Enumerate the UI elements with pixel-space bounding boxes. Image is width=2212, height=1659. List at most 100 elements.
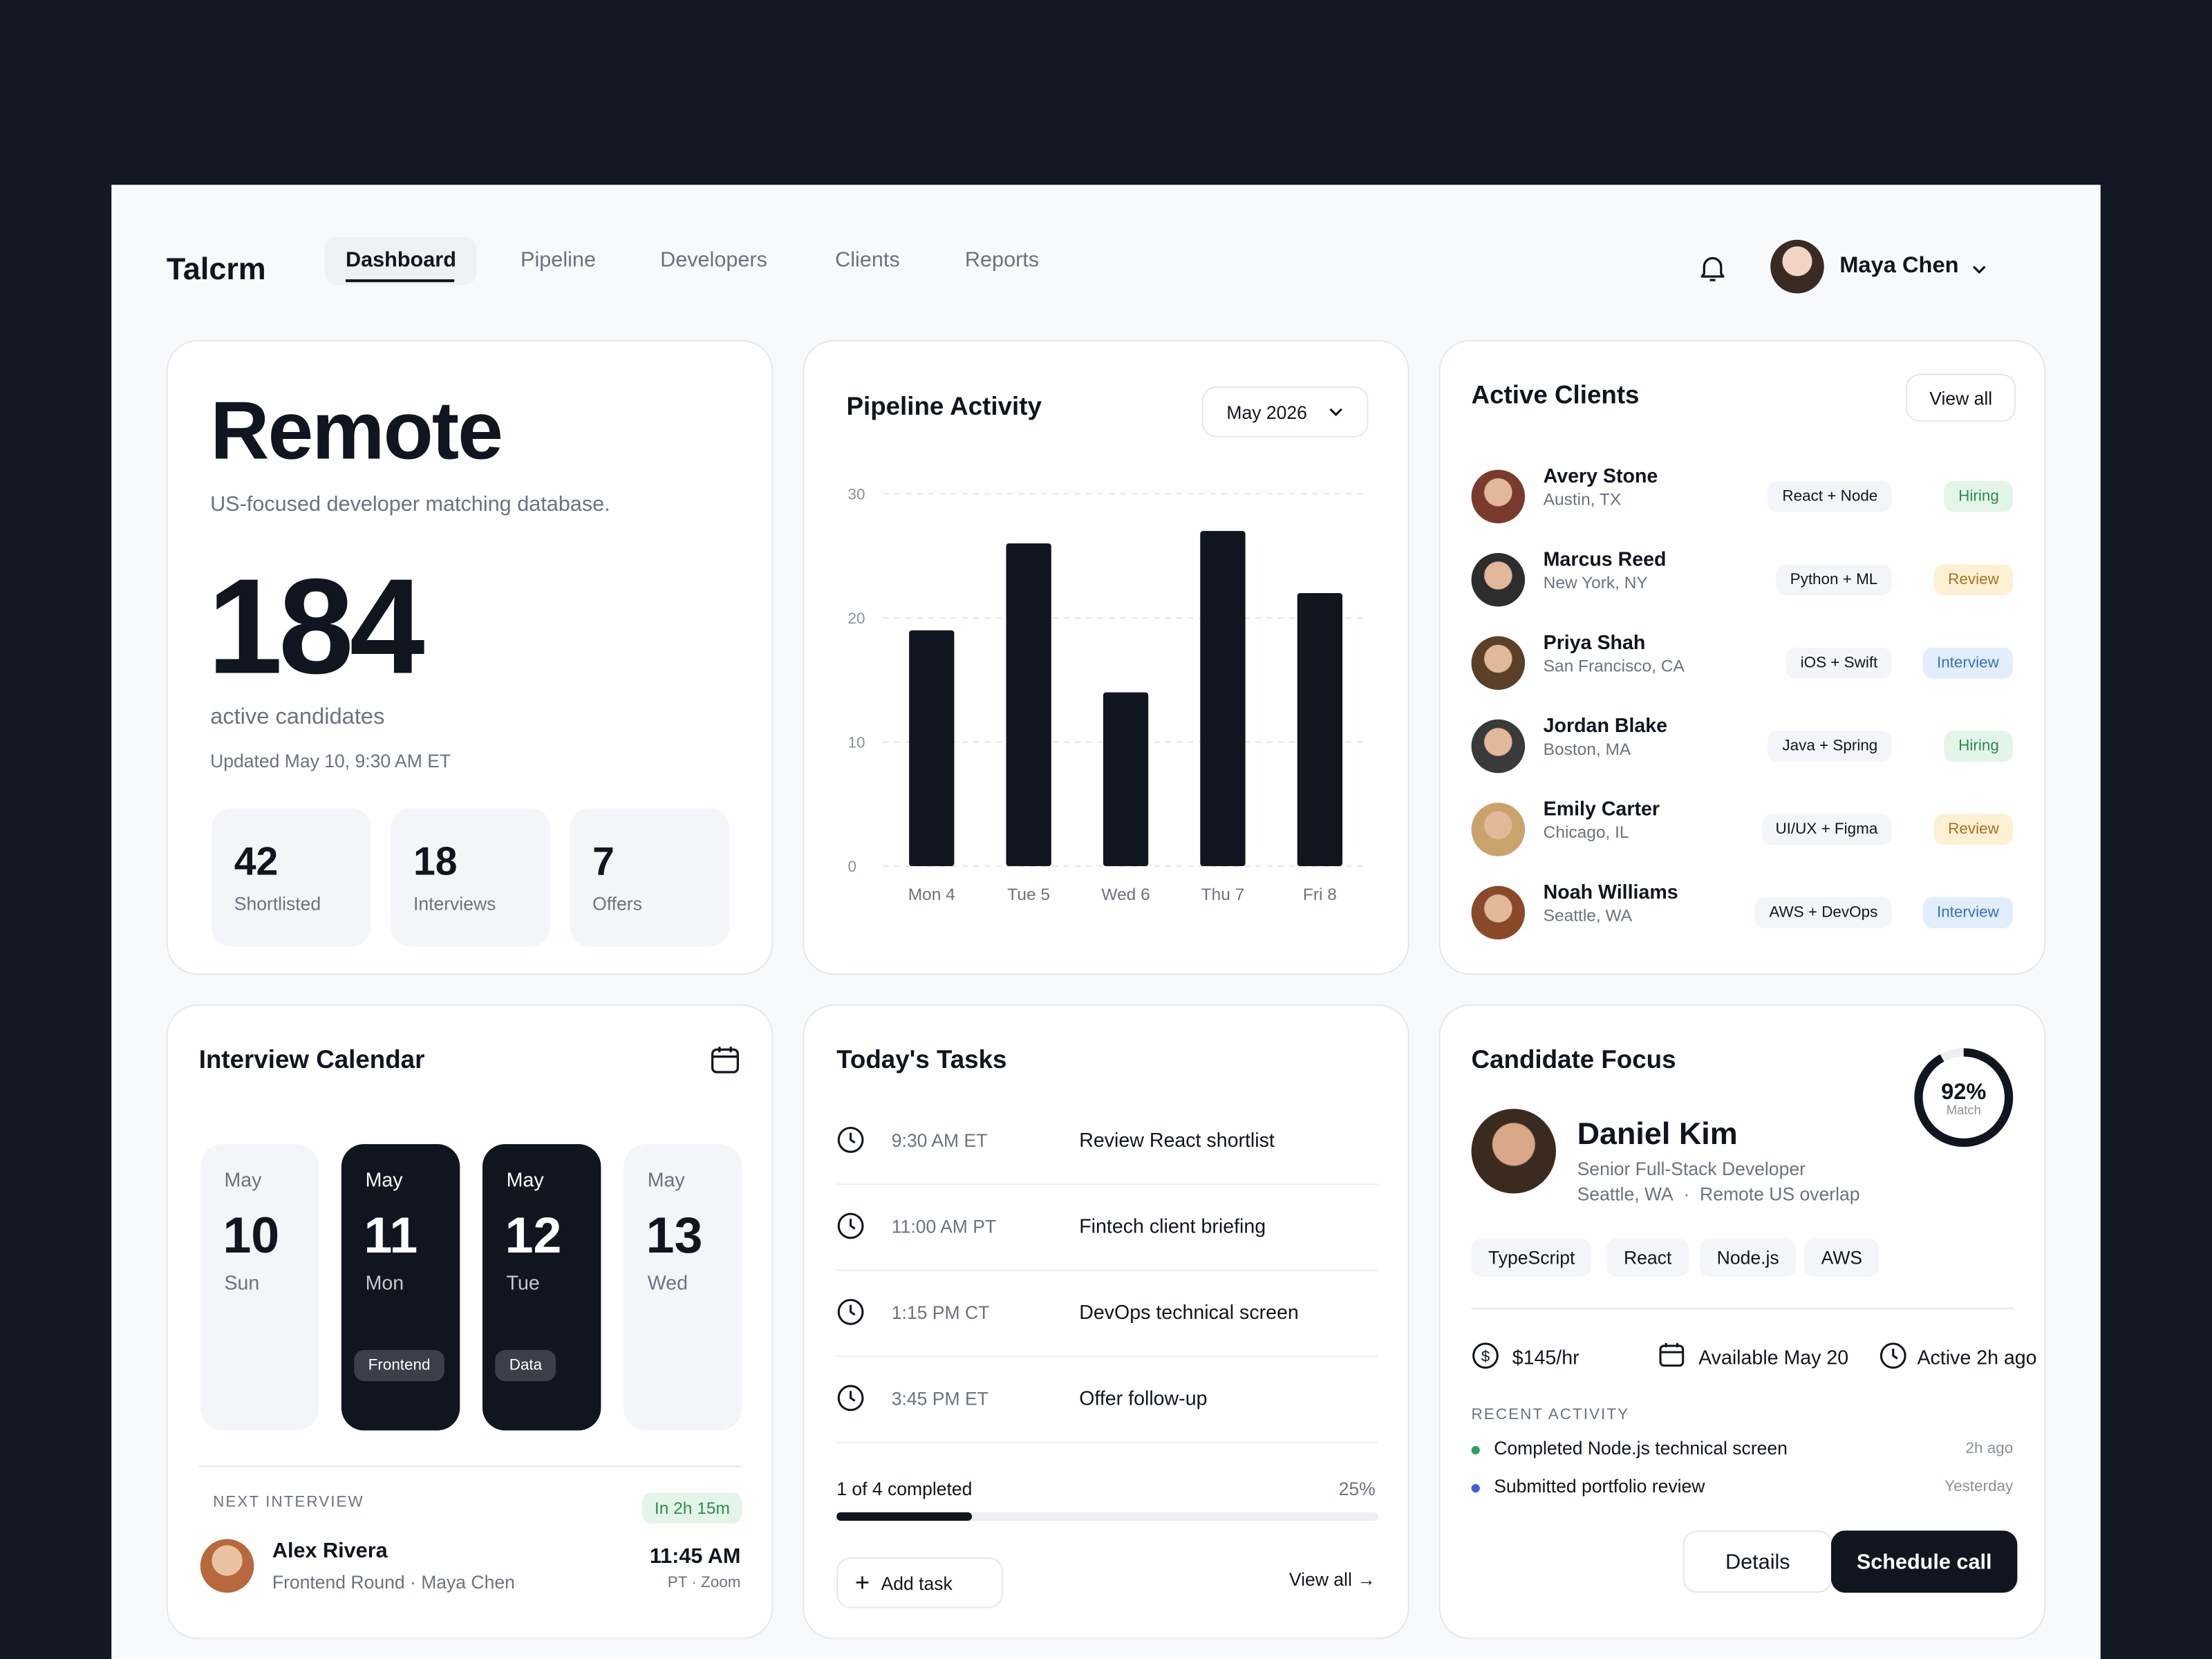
add-task[interactable]: + Add task bbox=[836, 1557, 1004, 1609]
match-donut: 92%Match bbox=[1914, 1048, 2014, 1147]
day-weekday: Mon bbox=[365, 1271, 404, 1294]
plus-icon: + bbox=[854, 1568, 870, 1597]
stat-label: Offers bbox=[592, 892, 642, 915]
task-divider bbox=[836, 1269, 1378, 1271]
active-tab-underline bbox=[345, 279, 455, 283]
clock-icon bbox=[837, 1127, 864, 1153]
schedule-button[interactable]: Schedule call bbox=[1830, 1530, 2018, 1593]
stack-pill: iOS + Swift bbox=[1786, 647, 1892, 679]
stat-label: Interviews bbox=[413, 892, 496, 915]
match-text: 92% bbox=[1941, 1078, 1986, 1104]
day-card[interactable]: May 13 Wed bbox=[624, 1144, 742, 1431]
activity-dot bbox=[1471, 1445, 1480, 1455]
activity-text: Completed Node.js technical screen bbox=[1494, 1437, 1788, 1459]
stack-pill: UI/UX + Figma bbox=[1761, 814, 1892, 845]
calendar-title: Interview Calendar bbox=[198, 1045, 425, 1074]
next-name: Alex Rivera bbox=[272, 1539, 388, 1564]
user-avatar[interactable] bbox=[1770, 239, 1824, 294]
y-tick-label: 0 bbox=[848, 858, 856, 875]
candidate-name: Daniel Kim bbox=[1577, 1116, 1738, 1152]
period-select[interactable]: May 2026 bbox=[1201, 386, 1369, 438]
client-name: Marcus Reed bbox=[1543, 547, 1667, 570]
activity-text: Submitted portfolio review bbox=[1494, 1475, 1705, 1497]
stack-pill: Python + ML bbox=[1776, 564, 1892, 596]
task-text[interactable]: Offer follow-up bbox=[1079, 1387, 1208, 1409]
active-tab-bg bbox=[324, 236, 477, 285]
day-date: 13 bbox=[646, 1206, 703, 1264]
stack-pill: Java + Spring bbox=[1768, 731, 1892, 762]
x-tick-label: Mon 4 bbox=[908, 885, 955, 904]
user-name[interactable]: Maya Chen bbox=[1839, 254, 1959, 279]
x-tick-label: Fri 8 bbox=[1303, 885, 1337, 904]
clock-hands bbox=[850, 1132, 856, 1144]
clock-face bbox=[837, 1212, 864, 1239]
divider bbox=[198, 1465, 741, 1468]
day-month: May bbox=[365, 1168, 403, 1191]
bar bbox=[1006, 543, 1051, 867]
candidate-location-line: Seattle, WA · Remote US overlap bbox=[1577, 1183, 1860, 1205]
status-pill: Hiring bbox=[1944, 731, 2014, 762]
activity-when: 2h ago bbox=[1965, 1440, 2014, 1458]
summary-title: Remote bbox=[210, 385, 503, 477]
nav-tab[interactable]: Reports bbox=[964, 248, 1040, 272]
avatar bbox=[1471, 719, 1526, 774]
stat-value: 42 bbox=[234, 839, 279, 883]
stat-box: 18 Interviews bbox=[391, 808, 550, 947]
day-tag: Frontend bbox=[354, 1350, 444, 1381]
skill-pill: React bbox=[1606, 1238, 1689, 1277]
view-all-clients[interactable]: View all bbox=[1906, 373, 2016, 422]
clock-hands bbox=[850, 1391, 856, 1402]
stack-pill: React + Node bbox=[1768, 480, 1892, 512]
pipeline-title: Pipeline Activity bbox=[846, 392, 1042, 421]
stat-box: 42 Shortlisted bbox=[212, 808, 371, 947]
nav-tab[interactable]: Clients bbox=[835, 248, 900, 272]
chevron[interactable] bbox=[1969, 260, 1989, 280]
task-time: 3:45 PM ET bbox=[891, 1388, 988, 1409]
calendar-icon[interactable] bbox=[710, 1044, 741, 1075]
clock-face bbox=[837, 1385, 864, 1412]
clients-title: Active Clients bbox=[1471, 381, 1640, 409]
bell-icon[interactable] bbox=[1696, 251, 1730, 285]
status-pill: Hiring bbox=[1944, 480, 2014, 512]
nav-tab[interactable]: Pipeline bbox=[521, 248, 596, 272]
skill-pill: TypeScript bbox=[1471, 1238, 1592, 1277]
candidate-card: Candidate Focus 92% Match Daniel Kim Seni… bbox=[1438, 1004, 2046, 1640]
task-time: 11:00 AM PT bbox=[891, 1216, 997, 1237]
task-divider bbox=[836, 1356, 1378, 1358]
day-month: May bbox=[647, 1168, 685, 1191]
tasks-card: Today's Tasks 9:30 AM ET Review React sho… bbox=[803, 1004, 1409, 1640]
client-name: Noah Williams bbox=[1543, 880, 1678, 903]
progress-track bbox=[836, 1512, 1378, 1521]
clock-face bbox=[837, 1299, 864, 1325]
summary-card: Remote US-focused developer matching dat… bbox=[166, 339, 774, 975]
clock-icon bbox=[837, 1212, 864, 1239]
availability: Available May 20 bbox=[1698, 1345, 1849, 1369]
brand: Talcrm bbox=[166, 251, 266, 287]
avatar bbox=[200, 1539, 254, 1593]
day-card[interactable]: May 12 Tue Data bbox=[482, 1144, 601, 1431]
task-text[interactable]: Fintech client briefing bbox=[1079, 1215, 1266, 1237]
task-text[interactable]: Review React shortlist bbox=[1079, 1128, 1275, 1152]
day-month: May bbox=[224, 1168, 262, 1191]
day-date: 12 bbox=[505, 1206, 562, 1264]
details-button[interactable]: Details bbox=[1683, 1530, 1833, 1593]
candidate-count: 184 bbox=[207, 551, 425, 703]
y-tick-label: 20 bbox=[848, 610, 865, 627]
client-name: Jordan Blake bbox=[1543, 713, 1668, 737]
status-pill: Review bbox=[1933, 814, 2014, 845]
bar-chart: 0 10 20 30 Mon 4 Tue 5 Wed 6 Thu 7 Fri 8 bbox=[848, 485, 1369, 904]
stat-value: 7 bbox=[592, 839, 615, 883]
next-detail: Frontend Round · Maya Chen bbox=[272, 1571, 515, 1593]
tasks-title: Today's Tasks bbox=[836, 1045, 1007, 1074]
day-card[interactable]: May 10 Sun bbox=[200, 1144, 319, 1431]
nav-tab[interactable]: Developers bbox=[660, 248, 767, 272]
divider bbox=[1471, 1307, 2014, 1309]
active-icon bbox=[1880, 1342, 1906, 1369]
candidate-location: Seattle, WA bbox=[1577, 1183, 1674, 1205]
day-card[interactable]: May 11 Mon Frontend bbox=[341, 1144, 460, 1431]
view-all-tasks[interactable]: View all → bbox=[1288, 1568, 1376, 1590]
nav-tab[interactable]: Dashboard bbox=[345, 248, 456, 272]
progress-label: 1 of 4 completed bbox=[836, 1478, 973, 1500]
task-text[interactable]: DevOps technical screen bbox=[1079, 1300, 1299, 1324]
